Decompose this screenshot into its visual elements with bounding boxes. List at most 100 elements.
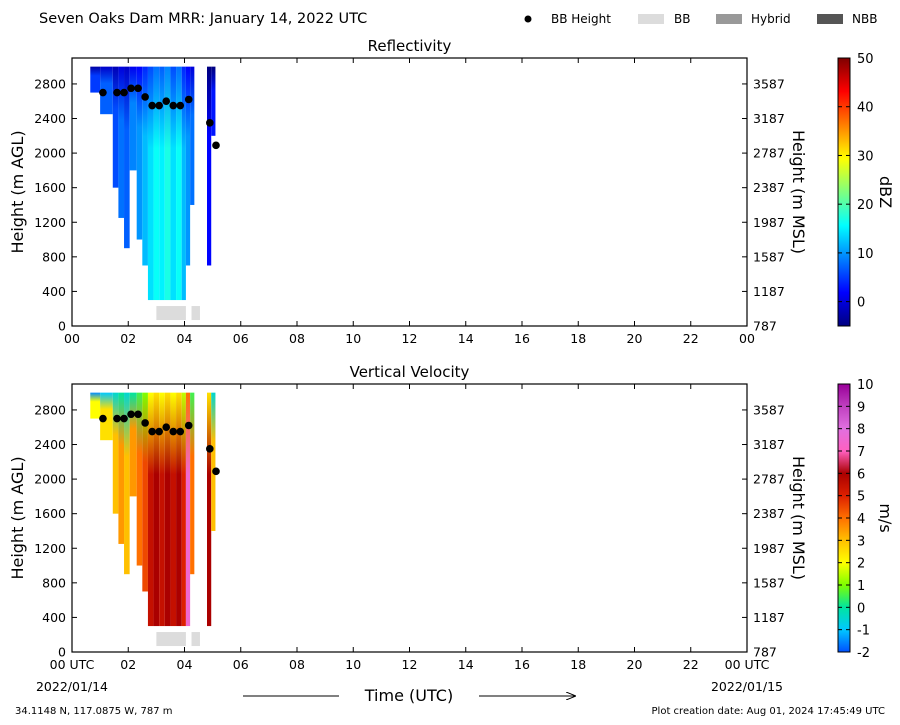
y-tick-label: 0 bbox=[58, 645, 66, 660]
data-column bbox=[153, 66, 160, 301]
velocity-colorbar-ticks: -2 -1 0 1 2 3 4 5 6 7 8 9 10 bbox=[838, 378, 874, 661]
data-column bbox=[147, 392, 154, 627]
location-text: 34.1148 N, 117.0875 W, 787 m bbox=[15, 706, 173, 717]
colorbar-tick-label: 10 bbox=[857, 247, 874, 262]
y-tick-label: 1600 bbox=[34, 506, 66, 521]
velocity-colorbar-label: m/s bbox=[876, 503, 895, 532]
x-tick-label: 10 bbox=[345, 657, 361, 672]
x-tick-label: 20 bbox=[627, 657, 643, 672]
colorbar-tick-label: 4 bbox=[857, 512, 865, 527]
x-tick-label: 16 bbox=[514, 331, 530, 346]
legend: BB Height BB Hybrid NBB bbox=[524, 12, 877, 26]
bb-height-point bbox=[212, 467, 220, 476]
start-date-label: 2022/01/14 bbox=[36, 679, 108, 694]
bb-height-point bbox=[162, 97, 171, 106]
colorbar-tick-label: 40 bbox=[857, 101, 874, 116]
colorbar-tick-label: 20 bbox=[857, 198, 874, 213]
x-tick-label: 10 bbox=[345, 331, 361, 346]
y-tick-label: 400 bbox=[42, 610, 66, 625]
data-column bbox=[153, 392, 160, 627]
data-column bbox=[118, 66, 125, 218]
reflectivity-panel: Reflectivity 00 02 04 06 08 10 12 14 16 18 20 22 000… bbox=[8, 37, 895, 346]
y-right-tick-label: 2387 bbox=[753, 506, 785, 521]
colorbar-tick-label: 5 bbox=[857, 490, 865, 505]
colorbar-tick-label: 30 bbox=[857, 149, 874, 164]
y-right-tick-label: 2787 bbox=[753, 472, 785, 487]
y-right-tick-label: 3587 bbox=[753, 76, 785, 91]
colorbar-tick-label: 0 bbox=[857, 296, 865, 311]
bb-height-point bbox=[127, 410, 135, 419]
colorbar-tick-label: -1 bbox=[857, 624, 870, 639]
colorbar-tick-label: 3 bbox=[857, 534, 865, 549]
y-right-tick-label: 3187 bbox=[753, 437, 785, 452]
velocity-y-axis-label: Height (m AGL) bbox=[8, 456, 27, 579]
bb-height-point bbox=[176, 101, 185, 110]
data-column bbox=[142, 66, 148, 266]
data-column bbox=[190, 392, 195, 575]
colorbar-tick-label: -2 bbox=[857, 646, 870, 661]
colorbar-tick-label: 9 bbox=[857, 400, 865, 415]
page-title: Seven Oaks Dam MRR: January 14, 2022 UTC bbox=[39, 11, 367, 27]
data-column bbox=[170, 66, 177, 301]
legend-label-bb-height: BB Height bbox=[551, 12, 611, 26]
x-tick-label: 06 bbox=[233, 331, 249, 346]
data-column bbox=[142, 392, 148, 592]
bb-height-point bbox=[206, 445, 214, 453]
velocity-title: Vertical Velocity bbox=[350, 363, 470, 381]
bb-height-point bbox=[99, 88, 107, 97]
data-column bbox=[124, 66, 130, 249]
data-column bbox=[170, 392, 177, 627]
legend-swatch-bb bbox=[638, 14, 664, 24]
y-tick-label: 800 bbox=[42, 575, 66, 590]
bb-height-point bbox=[176, 427, 185, 436]
data-column bbox=[185, 392, 191, 627]
data-column bbox=[164, 66, 171, 301]
bb-class-bar bbox=[156, 632, 186, 647]
bb-height-point bbox=[99, 414, 107, 423]
data-column bbox=[147, 66, 154, 301]
bb-height-point bbox=[155, 427, 163, 436]
data-column bbox=[207, 66, 212, 266]
bb-height-point bbox=[134, 84, 142, 93]
data-column bbox=[181, 66, 186, 301]
x-tick-label: 02 bbox=[120, 657, 136, 672]
x-tick-label: 16 bbox=[514, 657, 530, 672]
data-column bbox=[211, 392, 216, 531]
bb-class-bar bbox=[191, 306, 200, 321]
bb-height-point bbox=[169, 101, 178, 110]
x-tick-label: 22 bbox=[683, 657, 699, 672]
y-tick-label: 2000 bbox=[34, 472, 66, 487]
x-tick-label: 00 UTC bbox=[725, 657, 770, 672]
data-column bbox=[176, 392, 182, 627]
colorbar-tick-label: 2 bbox=[857, 557, 865, 572]
y-right-tick-label: 1987 bbox=[753, 215, 785, 230]
bb-height-point bbox=[184, 95, 193, 104]
bb-height-point bbox=[148, 427, 156, 436]
data-column bbox=[164, 392, 171, 627]
y-tick-label: 2400 bbox=[34, 437, 66, 452]
legend-marker-bb-height bbox=[524, 15, 532, 23]
data-column bbox=[124, 392, 130, 575]
x-tick-label: 20 bbox=[627, 331, 643, 346]
y-tick-label: 800 bbox=[42, 249, 66, 264]
bb-height-point bbox=[162, 423, 171, 432]
y-tick-label: 1600 bbox=[34, 180, 66, 195]
colorbar-tick-label: 50 bbox=[857, 52, 874, 67]
data-column bbox=[90, 66, 101, 93]
reflectivity-y-axis-label: Height (m AGL) bbox=[8, 130, 27, 253]
x-tick-label: 08 bbox=[289, 657, 305, 672]
y-right-tick-label: 787 bbox=[753, 319, 777, 334]
data-column bbox=[136, 392, 143, 566]
x-tick-label: 14 bbox=[458, 331, 474, 346]
y-tick-label: 2400 bbox=[34, 111, 66, 126]
x-tick-label: 06 bbox=[233, 657, 249, 672]
bb-height-point bbox=[113, 88, 121, 97]
colorbar-tick-label: 6 bbox=[857, 467, 865, 482]
y-tick-label: 400 bbox=[42, 284, 66, 299]
legend-swatch-hybrid bbox=[716, 14, 742, 24]
velocity-right-axis-label: Height (m MSL) bbox=[789, 456, 808, 580]
bb-height-point bbox=[120, 414, 128, 423]
colorbar-tick-label: 0 bbox=[857, 601, 865, 616]
